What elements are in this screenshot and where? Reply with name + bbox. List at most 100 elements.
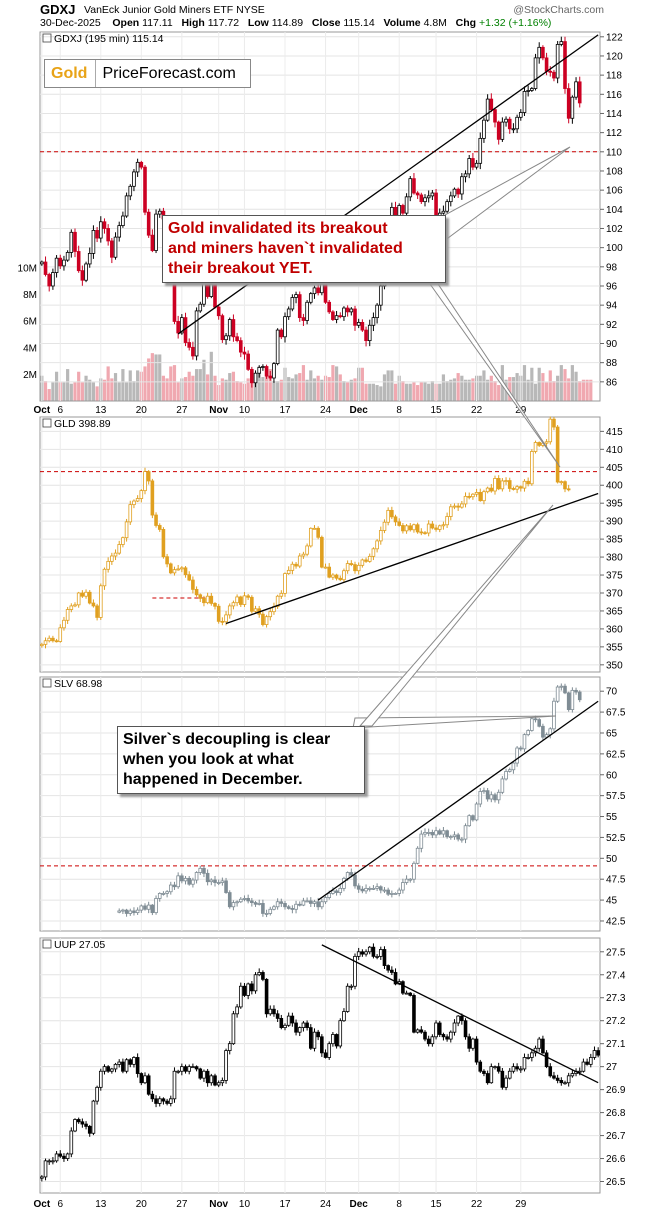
y-tick-label: 27.2 (606, 1016, 626, 1027)
priceforecast-logo: Gold PriceForecast.com (44, 59, 251, 88)
y-tick-label: 67.5 (606, 708, 626, 719)
candle-body (456, 1015, 460, 1024)
candle-body (279, 901, 284, 904)
candle-body (367, 555, 372, 562)
y-tick-label: 385 (606, 535, 623, 546)
candle-body (489, 794, 494, 800)
volume-bar (423, 382, 427, 401)
candle-body (566, 1075, 571, 1084)
candle-body (467, 495, 472, 498)
volume-bar (541, 373, 545, 401)
candle-body (323, 1052, 328, 1058)
candle-body (548, 70, 553, 73)
volume-bar (312, 378, 317, 401)
volume-bar (327, 377, 331, 401)
candle-body (165, 1100, 169, 1104)
trendline (317, 700, 599, 901)
volume-bar (117, 382, 121, 401)
silver-callout-wedge-2 (358, 504, 554, 727)
candle-body (378, 949, 383, 957)
high-label: High (181, 17, 205, 29)
y-tick-label: 50 (606, 854, 618, 865)
volume-bar (556, 375, 560, 401)
candle-body (216, 1082, 221, 1086)
candle-body (161, 1098, 166, 1102)
candle-body (541, 1038, 545, 1054)
candle-body (485, 1073, 490, 1084)
x-tick-label: 24 (320, 1199, 332, 1210)
candle-body (452, 834, 457, 837)
y-tick-label: 27.1 (606, 1039, 626, 1050)
candle-body (54, 640, 59, 643)
volume-bar (419, 382, 423, 401)
y-tick-label: 90 (606, 339, 618, 350)
candle-body (176, 1070, 180, 1073)
candle-body (375, 955, 379, 958)
candle-body (434, 830, 438, 836)
candle-body (250, 900, 254, 903)
candle-body (290, 297, 295, 310)
candle-body (404, 878, 409, 883)
candle-body (419, 531, 424, 534)
candle-body (102, 1066, 107, 1072)
y-tick-label: 62.5 (606, 749, 626, 760)
candle-body (485, 487, 490, 493)
volume-bar (209, 351, 213, 401)
candle-body (242, 595, 247, 605)
candle-body (257, 367, 262, 374)
candle-body (327, 301, 332, 313)
candle-body (272, 363, 276, 379)
candle-body (297, 903, 302, 906)
candle-body (559, 1080, 564, 1084)
candle-body (448, 836, 453, 838)
volume-bar (533, 383, 538, 401)
candle-body (526, 1057, 530, 1059)
panel-frame-1 (39, 416, 601, 673)
candle-body (419, 194, 424, 203)
candle-body (559, 481, 564, 484)
candle-body (463, 173, 468, 178)
candle-body (275, 329, 280, 365)
candle-body (80, 592, 85, 597)
candle-body (180, 1066, 184, 1072)
x-tick-label: 22 (471, 405, 483, 416)
volume-bar (441, 374, 446, 401)
volume-bar (460, 375, 464, 401)
panel-label-marker (42, 33, 52, 43)
candle-body (364, 887, 368, 892)
candle-body (250, 368, 254, 384)
candle-body (216, 882, 221, 884)
volume-bar (548, 370, 552, 401)
candle-body (191, 1066, 195, 1069)
panel-frame-3 (39, 937, 601, 1194)
volume-bar (559, 365, 563, 401)
candle-body (471, 815, 475, 821)
volume-bar (220, 378, 224, 401)
volume-bar (334, 366, 339, 401)
candle-body (98, 1070, 103, 1088)
candle-body (146, 471, 151, 482)
candle-body (463, 495, 468, 505)
candle-body (283, 1024, 287, 1028)
candle-body (76, 1119, 81, 1123)
candle-body (54, 257, 59, 273)
candle-body (40, 1176, 44, 1179)
volume-bar (183, 377, 188, 401)
candle-body (305, 545, 309, 555)
candle-body (250, 983, 254, 992)
candle-body (91, 1100, 96, 1134)
candle-body (172, 569, 177, 574)
volume-bar (390, 370, 394, 401)
candle-body (65, 1153, 70, 1159)
candle-body (261, 903, 265, 914)
candle-body (157, 210, 162, 215)
candle-body (334, 574, 339, 579)
candle-body (334, 315, 339, 320)
x-tick-label: 13 (95, 405, 107, 416)
candle-body (62, 1155, 66, 1159)
chart-header: GDXJ VanEck Junior Gold Miners ETF NYSE … (0, 0, 646, 30)
volume-bar (338, 374, 342, 401)
y-tick-label: 410 (606, 445, 623, 456)
candle-body (356, 885, 361, 890)
candle-body (268, 375, 273, 379)
